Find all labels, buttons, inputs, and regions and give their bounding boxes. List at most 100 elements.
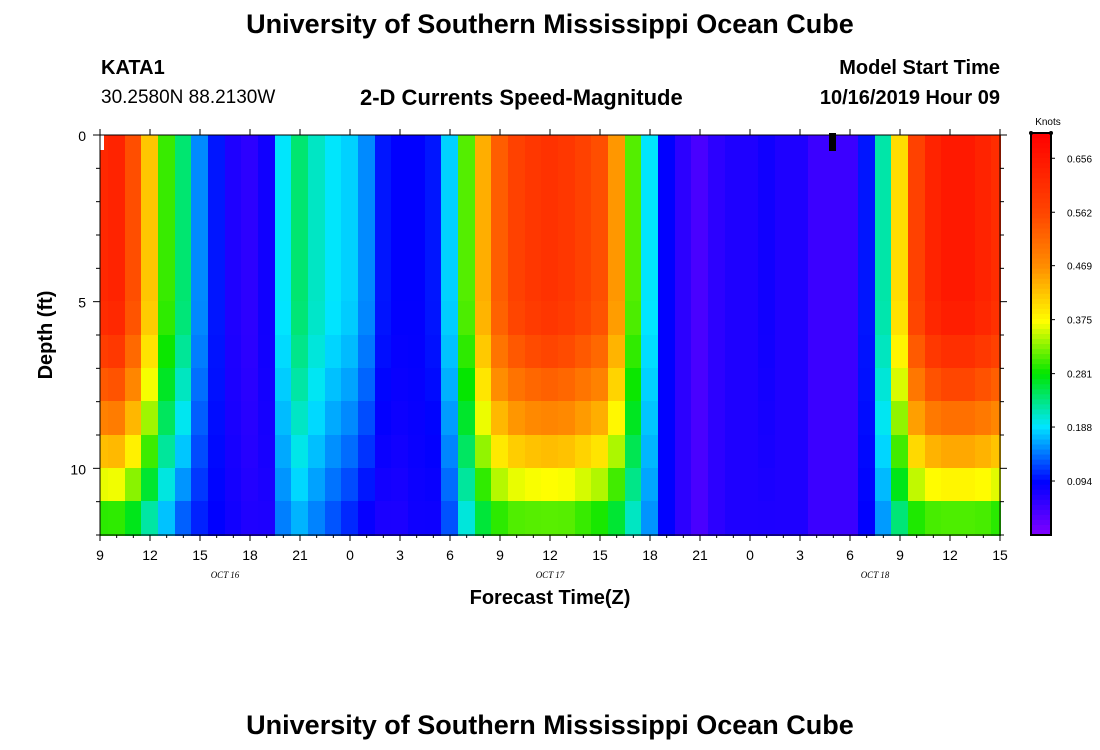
x-tick-label: 3 xyxy=(796,547,804,563)
heatmap-cell xyxy=(975,435,993,470)
heatmap-cell xyxy=(291,268,310,303)
heatmap-cell xyxy=(108,501,126,536)
heatmap-cell xyxy=(258,401,276,436)
heatmap-cell xyxy=(325,501,343,536)
heatmap-cell xyxy=(491,135,510,170)
heatmap-cell xyxy=(941,268,960,303)
heatmap-cell xyxy=(241,235,260,270)
heatmap-cell xyxy=(808,235,826,270)
heatmap-cell xyxy=(591,335,610,370)
heatmap-cell xyxy=(391,201,410,236)
heatmap-cell xyxy=(808,168,826,203)
colorbar-segment xyxy=(1031,303,1051,310)
heatmap-cell xyxy=(225,168,243,203)
colorbar-segment xyxy=(1031,424,1051,431)
heatmap-cell xyxy=(675,301,693,336)
heatmap-cell xyxy=(375,368,393,403)
heatmap-cell xyxy=(758,401,776,436)
heatmap-cell xyxy=(258,468,276,503)
heatmap-cell xyxy=(458,468,476,503)
heatmap-cell xyxy=(725,301,743,336)
colorbar-segment xyxy=(1031,384,1051,391)
heatmap-cell xyxy=(158,368,176,403)
heatmap-cell xyxy=(491,335,510,370)
heatmap-cell xyxy=(100,168,110,203)
heatmap-cell xyxy=(725,368,743,403)
colorbar-segment xyxy=(1031,228,1051,235)
heatmap-cell xyxy=(641,401,660,436)
heatmap-cell xyxy=(525,401,543,436)
heatmap-cell xyxy=(908,201,926,236)
heatmap-cell xyxy=(391,335,410,370)
colorbar: 0.656 0.562 0.469 0.375 0.281 0.188 0.094 xyxy=(1029,131,1092,536)
heatmap-cell xyxy=(958,335,976,370)
heatmap-cell xyxy=(741,435,760,470)
heatmap-cell xyxy=(758,268,776,303)
heatmap-cell xyxy=(475,435,493,470)
heatmap-cell xyxy=(425,201,443,236)
heatmap-cell xyxy=(208,168,226,203)
heatmap-cell xyxy=(458,335,476,370)
heatmap-cell xyxy=(675,268,693,303)
heatmap-cell xyxy=(741,135,760,170)
colorbar-segment xyxy=(1031,464,1051,471)
heatmap-cell xyxy=(391,401,410,436)
heatmap-cell xyxy=(225,235,243,270)
heatmap-cell xyxy=(291,201,310,236)
heatmap-cell xyxy=(908,468,926,503)
heatmap-cell xyxy=(558,501,576,536)
heatmap-cell xyxy=(291,335,310,370)
heatmap-cell xyxy=(641,435,660,470)
heatmap-cell xyxy=(475,168,493,203)
heatmap-cell xyxy=(275,235,293,270)
heatmap-cell xyxy=(325,201,343,236)
heatmap-cell xyxy=(741,335,760,370)
heatmap-cell xyxy=(441,401,460,436)
heatmap-cell xyxy=(908,368,926,403)
heatmap-cell xyxy=(691,468,710,503)
heatmap-cell xyxy=(541,301,560,336)
heatmap-cell xyxy=(791,268,810,303)
heatmap-cell xyxy=(125,135,143,170)
heatmap-cell xyxy=(141,135,160,170)
heatmap-cell xyxy=(441,168,460,203)
heatmap-cell xyxy=(541,501,560,536)
heatmap-cell xyxy=(525,301,543,336)
heatmap-cell xyxy=(141,368,160,403)
heatmap-cell xyxy=(658,501,676,536)
colorbar-segment xyxy=(1031,268,1051,275)
heatmap-cell xyxy=(608,235,626,270)
heatmap-cell xyxy=(625,501,643,536)
heatmap-cell xyxy=(991,335,1001,370)
colorbar-segment xyxy=(1031,263,1051,270)
heatmap-cell xyxy=(241,501,260,536)
heatmap-cell xyxy=(591,135,610,170)
heatmap-cell xyxy=(608,135,626,170)
heatmap-cell xyxy=(108,135,126,170)
heatmap-cell xyxy=(141,435,160,470)
colorbar-segment xyxy=(1031,278,1051,285)
heatmap-cell xyxy=(925,268,943,303)
heatmap-cell xyxy=(925,201,943,236)
heatmap-cell xyxy=(808,268,826,303)
heatmap-cell xyxy=(991,468,1001,503)
heatmap-cell xyxy=(941,335,960,370)
colorbar-corner-dot xyxy=(1029,131,1033,135)
heatmap-cell xyxy=(125,435,143,470)
heatmap-cell xyxy=(591,268,610,303)
heatmap-cell xyxy=(208,135,226,170)
colorbar-segment xyxy=(1031,509,1051,516)
heatmap-cell xyxy=(108,335,126,370)
heatmap-cell xyxy=(491,201,510,236)
heatmap-cell xyxy=(941,435,960,470)
heatmap-cell xyxy=(341,235,360,270)
heatmap-cell xyxy=(858,468,876,503)
heatmap-cell xyxy=(225,201,243,236)
heatmap-cell xyxy=(408,268,426,303)
heatmap-cell xyxy=(325,468,343,503)
heatmap-cell xyxy=(791,135,810,170)
heatmap-cell xyxy=(958,468,976,503)
heatmap-cell xyxy=(758,468,776,503)
heatmap-cell xyxy=(375,435,393,470)
heatmap-cell xyxy=(825,468,843,503)
